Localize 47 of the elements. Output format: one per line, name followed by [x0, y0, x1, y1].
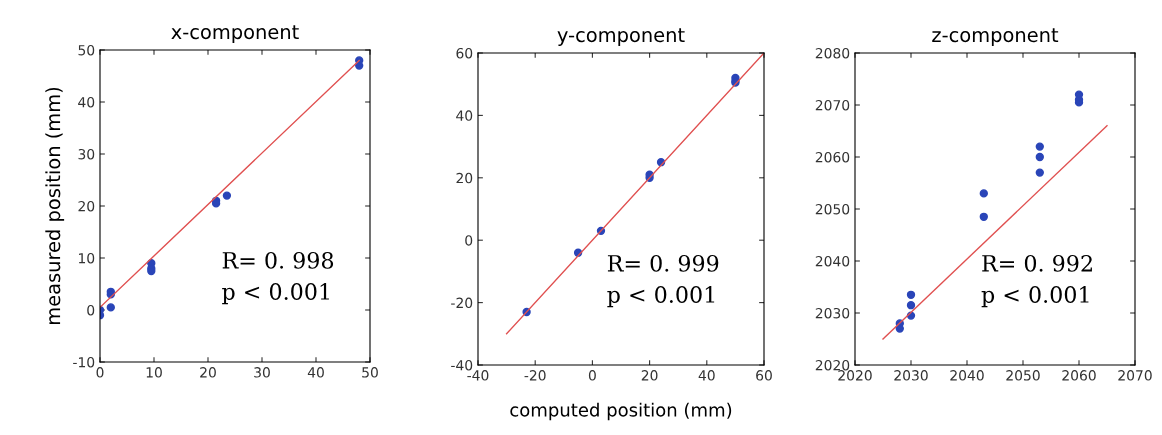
x-tick-label: 0 [96, 367, 104, 378]
x-tick-label: -40 [467, 370, 489, 381]
x-axis-title: computed position (mm) [510, 402, 732, 421]
y-tick-label: 2050 [815, 203, 850, 215]
y-tick-label: 40 [78, 96, 95, 108]
annotation: p < 0.001 [981, 286, 1089, 308]
x-tick-label: 40 [698, 370, 715, 381]
y-tick-label: 2060 [815, 151, 850, 163]
annotation: R= 0. 992 [982, 254, 1092, 272]
annotation: R= 0. 998 [222, 251, 334, 269]
y-tick-label: 2030 [815, 307, 850, 319]
x-tick-label: 0 [588, 370, 596, 381]
y-tick-label: 0 [465, 235, 473, 246]
x-tick-label: -20 [524, 370, 546, 381]
annotation: p < 0.001 [607, 286, 715, 308]
chart-title: y-component [557, 28, 685, 46]
y-tick-label: -10 [73, 356, 95, 368]
annotation: R= 0. 999 [607, 254, 719, 272]
y-tick-label: 2040 [815, 255, 850, 267]
x-tick-label: 20 [200, 367, 216, 378]
x-tick-label: 10 [146, 367, 162, 378]
chart-title: z-component [932, 28, 1059, 46]
x-tick-label: 60 [756, 370, 772, 381]
y-tick-label: 50 [78, 44, 95, 56]
x-tick-label: 2070 [1118, 370, 1152, 381]
y-tick-label: 10 [78, 252, 95, 264]
x-tick-label: 20 [641, 370, 658, 381]
y-tick-label: -20 [451, 297, 473, 309]
x-tick-label: 2050 [1006, 370, 1040, 381]
x-tick-label: 30 [254, 367, 270, 378]
chart-title: x-component [171, 25, 299, 43]
annotation: p < 0.001 [222, 283, 329, 305]
y-tick-label: 2080 [815, 47, 850, 59]
y-axis-title: measured position (mm) [45, 87, 65, 325]
x-tick-label: 2040 [950, 370, 984, 381]
y-tick-label: 20 [456, 172, 473, 184]
x-tick-label: 2060 [1062, 370, 1096, 381]
x-tick-label: 2020 [838, 370, 872, 381]
y-tick-label: 30 [78, 148, 95, 160]
x-tick-label: 50 [362, 367, 378, 378]
y-tick-label: 0 [87, 304, 95, 316]
y-tick-label: 40 [456, 110, 473, 121]
y-tick-label: 20 [78, 200, 95, 212]
x-tick-label: 2030 [894, 370, 928, 381]
x-tick-label: 40 [307, 367, 324, 378]
y-tick-label: 60 [456, 47, 473, 59]
y-tick-label: 2070 [815, 99, 850, 111]
